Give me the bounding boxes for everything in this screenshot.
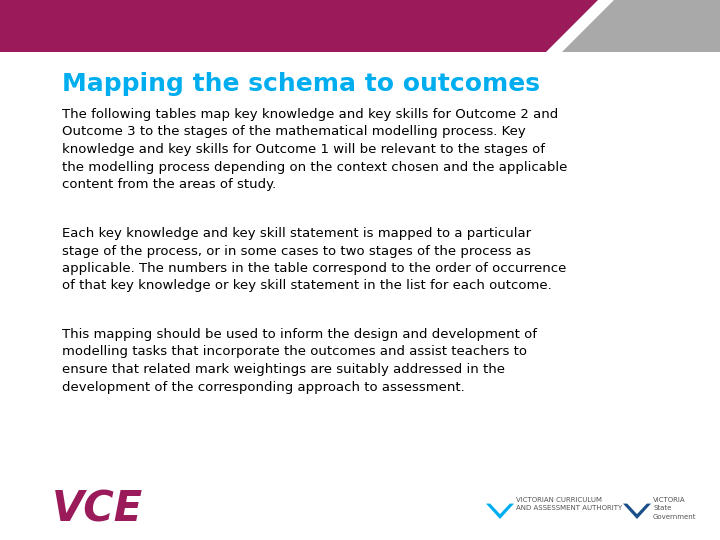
Polygon shape bbox=[486, 504, 514, 519]
Text: VCE: VCE bbox=[52, 488, 143, 530]
Text: Mapping the schema to outcomes: Mapping the schema to outcomes bbox=[62, 72, 540, 96]
Text: The following tables map key knowledge and key skills for Outcome 2 and
Outcome : The following tables map key knowledge a… bbox=[62, 108, 567, 191]
Text: VICTORIAN CURRICULUM
AND ASSESSMENT AUTHORITY: VICTORIAN CURRICULUM AND ASSESSMENT AUTH… bbox=[516, 497, 622, 511]
Text: VICTORIA
State
Government: VICTORIA State Government bbox=[653, 497, 696, 520]
Polygon shape bbox=[546, 0, 614, 52]
Text: Each key knowledge and key skill statement is mapped to a particular
stage of th: Each key knowledge and key skill stateme… bbox=[62, 227, 567, 293]
Polygon shape bbox=[0, 0, 600, 52]
Text: This mapping should be used to inform the design and development of
modelling ta: This mapping should be used to inform th… bbox=[62, 328, 537, 394]
Polygon shape bbox=[558, 0, 720, 52]
Polygon shape bbox=[623, 504, 651, 519]
